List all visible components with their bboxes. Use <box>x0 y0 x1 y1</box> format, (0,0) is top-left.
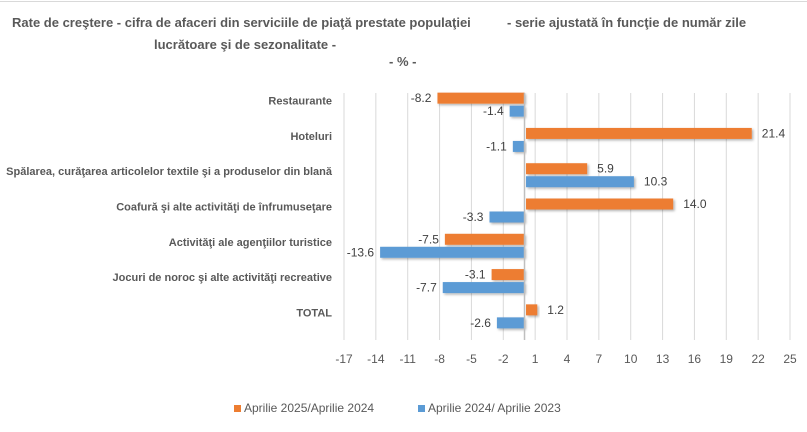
chart-title-line1: Rate de creştere - cifra de afaceri din … <box>12 15 471 30</box>
data-label: 1.2 <box>547 303 564 317</box>
bar-blue <box>489 211 525 223</box>
category-label: Coafură şi alte activităţi de înfrumuseţ… <box>116 202 332 214</box>
x-tick-label: 13 <box>656 352 670 366</box>
x-tick-label: 19 <box>720 352 734 366</box>
data-labels: -8.2 -1.4 21.4 -1.1 5.9 10.3 14.0 -3.3 -7.5 -13.6… <box>347 91 786 330</box>
category-label: Restaurante <box>268 96 332 108</box>
bar-orange <box>526 127 752 139</box>
bar-orange <box>437 92 525 104</box>
x-tick-label: 22 <box>751 352 765 366</box>
data-label: 5.9 <box>597 162 614 176</box>
data-label: -13.6 <box>347 245 375 259</box>
chart-title-line1b: - serie ajustată în funcţie de număr zil… <box>507 15 747 30</box>
x-tick-label: -17 <box>335 352 353 366</box>
category-label: Spălarea, curăţarea articolelor textile … <box>6 166 333 178</box>
data-label: 14.0 <box>683 197 707 211</box>
legend-item-series-2: Aprilie 2024/ Aprilie 2023 <box>418 401 561 415</box>
bar-blue <box>442 282 525 294</box>
x-tick-label: -11 <box>399 352 416 366</box>
data-label: -3.1 <box>465 268 486 282</box>
data-label: -7.7 <box>416 281 437 295</box>
chart-title-line2: lucrătoare şi de sezonalitate - <box>154 37 337 52</box>
x-tick-label: 1 <box>532 352 539 366</box>
data-label: -3.3 <box>463 210 484 224</box>
bar-blue <box>512 140 525 152</box>
legend-label: Aprilie 2024/ Aprilie 2023 <box>428 401 561 415</box>
data-label: 10.3 <box>644 175 668 189</box>
data-label: -1.4 <box>483 104 504 118</box>
category-label: TOTAL <box>296 307 332 319</box>
category-label: Jocuri de noroc şi alte activităţi recre… <box>113 272 332 284</box>
data-label: 21.4 <box>762 126 786 140</box>
x-tick-labels: -17 -14 -11 -8 -5 -2 1 4 7 10 13 16 19 22 25 <box>335 352 797 366</box>
legend-label: Aprilie 2025/Aprilie 2024 <box>244 401 375 415</box>
bar-orange <box>526 198 674 210</box>
x-tick-label: -2 <box>498 352 509 366</box>
chart-subtitle: - % - <box>389 54 417 69</box>
data-label: -7.5 <box>418 232 439 246</box>
bar-orange <box>491 269 525 281</box>
x-tick-label: 16 <box>688 352 702 366</box>
legend-swatch-blue <box>418 404 425 412</box>
bar-blue <box>380 246 525 258</box>
x-tick-label: 7 <box>596 352 603 366</box>
bars <box>380 92 752 329</box>
data-label: -8.2 <box>411 91 432 105</box>
category-labels: Restaurante Hoteluri Spălarea, curăţarea a… <box>6 96 333 320</box>
bar-orange <box>526 163 588 175</box>
x-tick-label: -5 <box>466 352 477 366</box>
legend-item-series-1: Aprilie 2025/Aprilie 2024 <box>234 401 374 415</box>
x-tick-label: 4 <box>564 352 571 366</box>
bar-orange <box>526 304 538 316</box>
x-tick-label: 25 <box>783 352 797 366</box>
data-label: -2.6 <box>470 316 491 330</box>
data-label: -1.1 <box>486 139 507 153</box>
legend-swatch-orange <box>234 404 241 412</box>
bar-blue <box>496 317 525 329</box>
bar-blue <box>509 105 525 117</box>
x-tick-label: -8 <box>434 352 445 366</box>
bar-orange <box>444 233 525 245</box>
top-border <box>0 1 807 2</box>
x-tick-label: 10 <box>624 352 638 366</box>
category-label: Hoteluri <box>290 131 332 143</box>
category-label: Activităţi ale agenţiilor turistice <box>169 237 332 249</box>
x-tick-label: -14 <box>367 352 385 366</box>
bar-blue <box>526 176 634 188</box>
